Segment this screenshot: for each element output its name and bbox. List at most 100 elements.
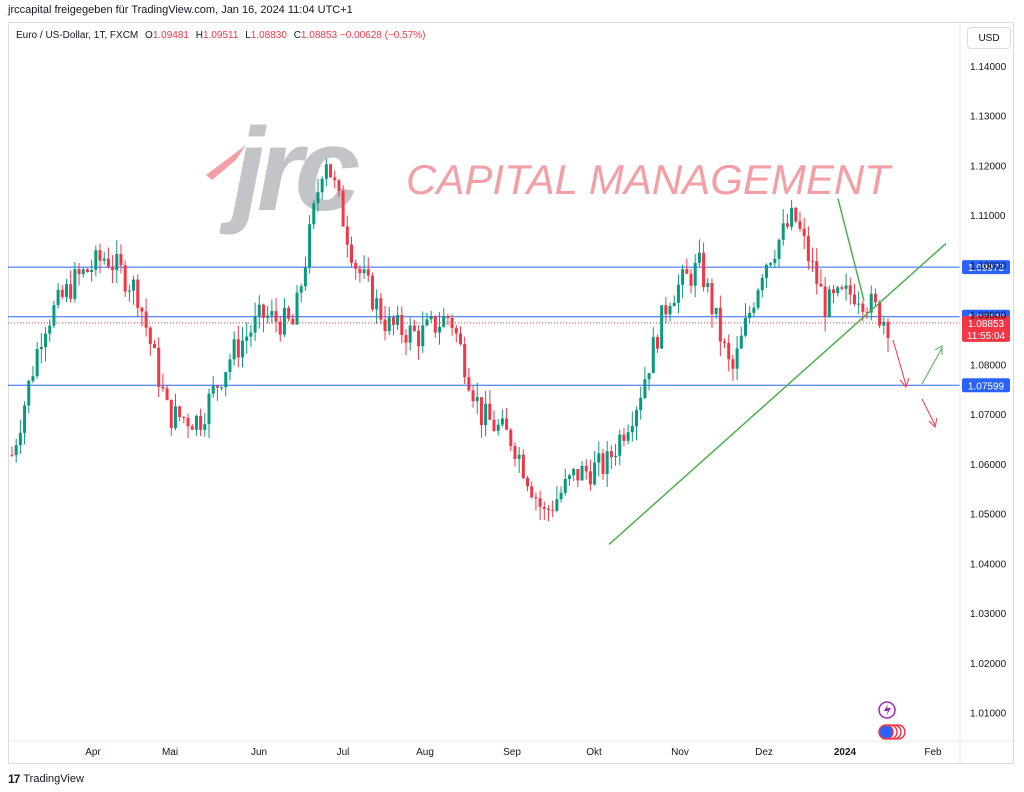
y-tick-label: 1.02000 xyxy=(970,659,1007,670)
trendline[interactable] xyxy=(608,242,947,546)
candle-body xyxy=(274,311,278,322)
candle-body xyxy=(563,479,567,493)
candle-body xyxy=(509,429,513,447)
candle-body xyxy=(802,228,806,237)
candle-body xyxy=(182,417,186,419)
candle-body xyxy=(39,347,43,350)
candle-body xyxy=(190,426,194,430)
candle-body xyxy=(295,292,299,325)
candle-body xyxy=(245,336,249,341)
y-tick-label: 1.11000 xyxy=(970,211,1006,222)
candle-body xyxy=(496,424,500,431)
candle-body xyxy=(115,254,119,271)
candle-body xyxy=(56,289,60,306)
candle-body xyxy=(442,316,446,327)
candle-body xyxy=(769,263,773,265)
candle-body xyxy=(165,388,169,400)
tradingview-footer[interactable]: 17 TradingView xyxy=(8,772,84,786)
candle-body xyxy=(379,298,383,320)
candle-body xyxy=(811,261,815,263)
candle-body xyxy=(412,325,416,331)
candle-body xyxy=(664,305,668,315)
candle-body xyxy=(375,298,379,310)
open-label: O xyxy=(145,30,153,41)
level-price-label: 1.07599 xyxy=(968,381,1005,392)
candle-body xyxy=(500,418,504,425)
y-tick-label: 1.12000 xyxy=(970,161,1007,172)
candle-body xyxy=(249,332,253,337)
candle-body xyxy=(735,348,739,369)
y-tick-label: 1.07000 xyxy=(970,410,1007,421)
candle-body xyxy=(815,261,819,284)
level-price-label: 1.09973 xyxy=(968,263,1005,274)
candle-body xyxy=(848,285,852,295)
candle-body xyxy=(785,223,789,227)
event-icons[interactable] xyxy=(878,701,906,740)
candle-body xyxy=(697,252,701,263)
candle-body xyxy=(672,302,676,307)
x-tick-label: Jun xyxy=(251,747,267,758)
candle-body xyxy=(467,377,471,391)
candle-body xyxy=(228,359,232,373)
candle-body xyxy=(827,289,831,317)
candle-body xyxy=(861,303,865,312)
candle-body xyxy=(764,264,768,278)
candle-body xyxy=(630,426,634,433)
candle-body xyxy=(551,509,555,511)
candle-body xyxy=(521,454,525,478)
currency-button[interactable]: USD xyxy=(967,27,1011,49)
candle-body xyxy=(425,319,429,326)
x-tick-label: Okt xyxy=(586,747,602,758)
candle-body xyxy=(857,303,861,305)
last-price-label: 1.08853 xyxy=(968,319,1005,330)
candle-body xyxy=(723,341,727,343)
candle-body xyxy=(10,454,14,456)
candle-body xyxy=(102,258,106,261)
symbol-name[interactable]: Euro / US-Dollar, 1T, FXCM xyxy=(16,30,139,41)
candle-body xyxy=(396,314,400,325)
candle-body xyxy=(756,290,760,308)
candle-body xyxy=(588,471,592,485)
economic-event-icon xyxy=(878,724,894,740)
candle-body xyxy=(194,415,198,430)
candle-body xyxy=(421,325,425,347)
symbol-legend[interactable]: Euro / US-Dollar, 1T, FXCM O1.09481 H1.0… xyxy=(16,30,425,41)
candle-body xyxy=(48,325,52,334)
candle-body xyxy=(69,284,73,299)
candle-body xyxy=(584,465,588,472)
candle-body xyxy=(773,258,777,264)
candle-body xyxy=(224,372,228,388)
candle-body xyxy=(567,475,571,480)
watermark-logo: jrc xyxy=(219,104,359,236)
candle-body xyxy=(878,302,882,326)
candle-body xyxy=(597,453,601,463)
last-price-tag xyxy=(962,315,1010,342)
forecast-arrows xyxy=(892,339,943,428)
candle-body xyxy=(354,262,358,269)
candle-body xyxy=(580,465,584,481)
candle-body xyxy=(559,492,563,500)
candle-body xyxy=(655,337,659,349)
candle-body xyxy=(169,399,173,429)
candle-body xyxy=(752,307,756,313)
candle-body xyxy=(316,192,320,204)
trendline[interactable] xyxy=(837,198,865,301)
candle-body xyxy=(391,317,395,325)
candle-body xyxy=(513,446,517,459)
candle-body xyxy=(207,393,211,425)
candle-body xyxy=(777,239,781,259)
candle-body xyxy=(173,406,177,429)
candle-body xyxy=(266,315,270,318)
candle-body xyxy=(270,311,274,316)
candle-body xyxy=(781,223,785,240)
candle-body xyxy=(458,333,462,345)
candle-body xyxy=(320,178,324,193)
candle-body xyxy=(886,321,890,338)
watermark-arrow-icon xyxy=(206,145,246,180)
candle-body xyxy=(651,337,655,374)
y-tick-label: 1.13000 xyxy=(970,112,1007,123)
candle-body xyxy=(538,498,542,507)
candle-body xyxy=(484,403,488,426)
candle-body xyxy=(299,286,303,293)
